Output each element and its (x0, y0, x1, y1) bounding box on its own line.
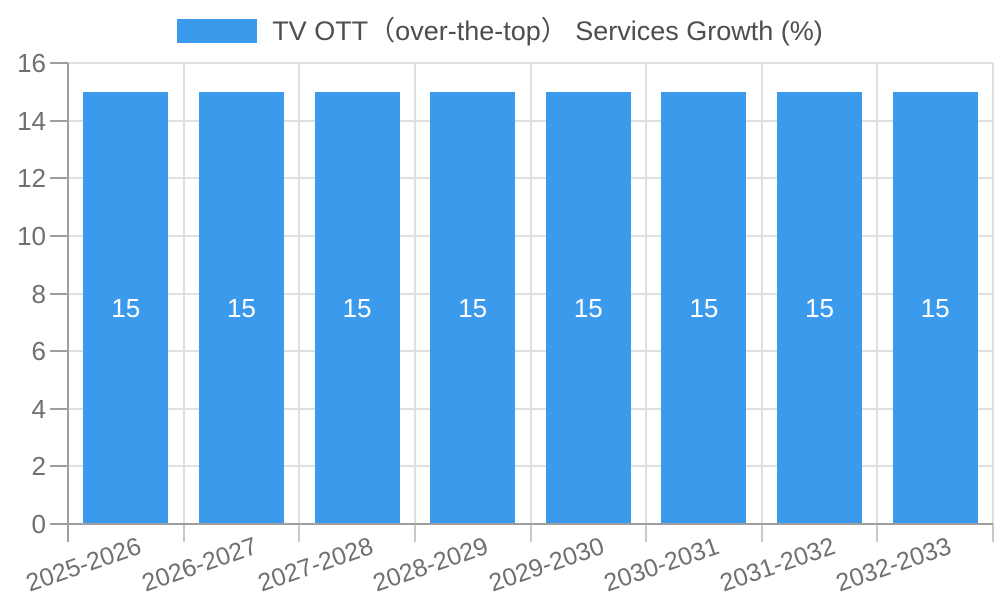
y-axis-tick-label: 10 (17, 220, 46, 251)
x-axis-tick-label: 2031-2032 (716, 532, 839, 598)
y-axis-tick-label: 16 (17, 48, 46, 78)
y-axis-tick (50, 234, 68, 237)
y-axis-tick-label: 8 (31, 278, 46, 309)
bar[interactable]: 15 (545, 91, 631, 524)
x-axis-tick (529, 524, 532, 542)
bar[interactable]: 15 (314, 91, 400, 524)
bar[interactable]: 15 (198, 91, 284, 524)
x-axis-tick-label: 2028-2029 (369, 532, 492, 598)
y-axis-tick (50, 350, 68, 353)
bar[interactable]: 15 (83, 91, 169, 524)
bar[interactable]: 15 (430, 91, 516, 524)
x-axis-tick (298, 524, 301, 542)
y-axis-line (67, 63, 69, 524)
x-axis-tick (645, 524, 648, 542)
y-axis-tick-label: 0 (31, 509, 46, 539)
y-axis-tick-label: 4 (31, 393, 46, 424)
x-axis-tick (760, 524, 763, 542)
y-axis-tick (50, 119, 68, 122)
x-axis-tick-label: 2027-2028 (254, 532, 377, 598)
y-axis-tick (50, 292, 68, 295)
x-axis-line (50, 523, 993, 525)
x-axis-tick (67, 524, 69, 542)
bar[interactable]: 15 (661, 91, 747, 524)
v-gridline (529, 63, 532, 524)
x-axis-tick (182, 524, 185, 542)
x-axis-tick-label: 2029-2030 (485, 532, 608, 598)
legend-item[interactable]: TV OTT（over-the-top） Services Growth (%) (0, 14, 1000, 48)
bar-value-label: 15 (226, 292, 256, 323)
bar-value-label: 15 (458, 292, 488, 323)
plot-area: 15 15 15 15 15 15 15 15 (68, 62, 994, 524)
bar-value-label: 15 (920, 292, 950, 323)
y-axis-tick (50, 62, 68, 64)
v-gridline (298, 63, 301, 524)
v-gridline (760, 63, 763, 524)
y-axis-tick-label: 6 (31, 336, 46, 367)
x-axis-tick-label: 2030-2031 (600, 532, 724, 598)
v-gridline (182, 63, 185, 524)
y-axis-tick-label: 14 (17, 105, 46, 136)
x-axis-tick (413, 524, 416, 542)
bar-value-label: 15 (111, 292, 141, 323)
bar[interactable]: 15 (892, 91, 978, 524)
y-axis-tick (50, 177, 68, 180)
x-axis-tick-label: 2025-2026 (22, 532, 145, 598)
legend-swatch (177, 19, 258, 43)
y-axis-tick (50, 465, 68, 468)
bar[interactable]: 15 (777, 91, 863, 524)
x-axis-tick (992, 524, 994, 542)
y-axis-tick (50, 407, 68, 410)
v-gridline (992, 63, 994, 524)
v-gridline (413, 63, 416, 524)
v-gridline (645, 63, 648, 524)
x-axis-tick-label: 2032-2033 (832, 532, 955, 598)
bar-value-label: 15 (805, 292, 835, 323)
bar-value-label: 15 (573, 292, 603, 323)
x-axis-tick-label: 2026-2027 (138, 532, 261, 598)
bar-value-label: 15 (342, 292, 372, 323)
y-axis-tick-label: 2 (31, 451, 46, 482)
y-axis-tick-label: 12 (17, 163, 46, 194)
bar-value-label: 15 (689, 292, 719, 323)
legend-label: TV OTT（over-the-top） Services Growth (%) (272, 16, 823, 46)
x-axis-tick (876, 524, 879, 542)
v-gridline (876, 63, 879, 524)
